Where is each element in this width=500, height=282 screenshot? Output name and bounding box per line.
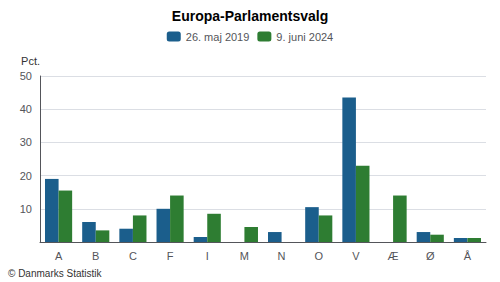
svg-text:50: 50 xyxy=(20,70,32,82)
svg-text:Ø: Ø xyxy=(426,250,435,262)
svg-text:40: 40 xyxy=(20,103,32,115)
svg-text:I: I xyxy=(206,250,209,262)
svg-text:Pct.: Pct. xyxy=(21,55,40,67)
svg-text:9. juni 2024: 9. juni 2024 xyxy=(276,31,333,43)
svg-text:© Danmarks Statistik: © Danmarks Statistik xyxy=(8,268,103,279)
svg-text:O: O xyxy=(314,250,323,262)
svg-text:Europa-Parlamentsvalg: Europa-Parlamentsvalg xyxy=(172,8,328,24)
svg-text:26. maj 2019: 26. maj 2019 xyxy=(186,31,250,43)
svg-text:F: F xyxy=(167,250,174,262)
svg-text:M: M xyxy=(240,250,249,262)
svg-text:A: A xyxy=(55,250,63,262)
svg-text:N: N xyxy=(278,250,286,262)
svg-text:10: 10 xyxy=(20,203,32,215)
svg-text:20: 20 xyxy=(20,170,32,182)
svg-text:B: B xyxy=(92,250,99,262)
svg-text:C: C xyxy=(129,250,137,262)
svg-text:Å: Å xyxy=(464,250,472,262)
svg-text:V: V xyxy=(352,250,360,262)
svg-text:Æ: Æ xyxy=(388,250,399,262)
svg-text:30: 30 xyxy=(20,136,32,148)
